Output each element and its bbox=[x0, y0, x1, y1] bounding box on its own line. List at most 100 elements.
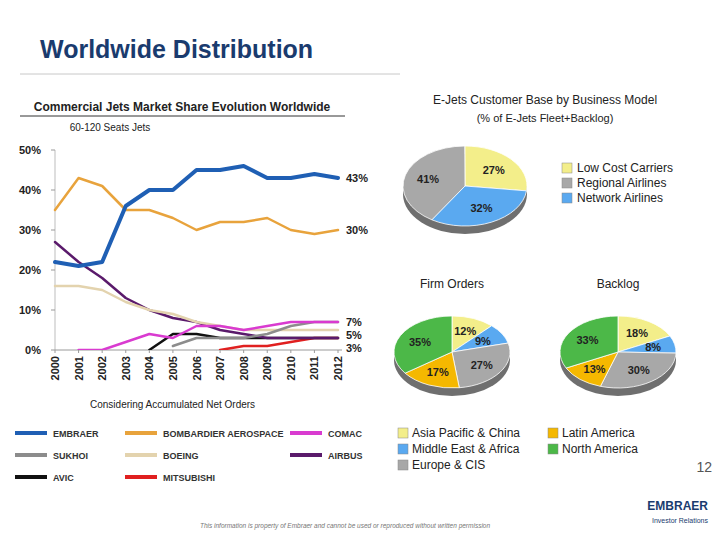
x-tick bbox=[243, 350, 244, 353]
legend-label: BOMBARDIER AEROSPACE bbox=[163, 429, 284, 439]
x-tick-label: 2000 bbox=[49, 356, 61, 380]
market-share-chart: Commercial Jets Market Share Evolution W… bbox=[15, 100, 368, 483]
legend-swatch bbox=[562, 193, 572, 203]
series-line bbox=[55, 166, 338, 266]
x-tick-label: 2004 bbox=[143, 355, 155, 380]
chart-subtitle: 60-120 Seats Jets bbox=[70, 122, 151, 133]
legend-swatch bbox=[125, 475, 157, 479]
pie-chart: 12%9%27%17%35%Firm OrdersAsia Pacific & … bbox=[394, 277, 638, 472]
pie-slice bbox=[560, 316, 618, 368]
data-label: 13% bbox=[584, 363, 606, 375]
y-tick-label: 0% bbox=[25, 344, 41, 356]
legend-label: COMAC bbox=[328, 429, 362, 439]
end-label: 5% bbox=[346, 329, 362, 341]
data-label: 41% bbox=[417, 173, 439, 185]
title-rule bbox=[20, 74, 400, 75]
brand: EMBRAER bbox=[647, 499, 708, 513]
x-tick bbox=[196, 350, 197, 353]
data-label: 30% bbox=[628, 364, 650, 376]
data-label: 18% bbox=[626, 327, 648, 339]
legend-swatch bbox=[15, 453, 47, 457]
legend-label: Network Airlines bbox=[577, 191, 663, 205]
pie-title: Firm Orders bbox=[420, 277, 484, 291]
end-label: 3% bbox=[346, 342, 362, 354]
legend-label: Middle East & Africa bbox=[412, 442, 520, 456]
pie-slice bbox=[452, 343, 510, 388]
legend-label: AIRBUS bbox=[328, 451, 363, 461]
legend-swatch bbox=[398, 444, 408, 454]
legend-swatch bbox=[15, 431, 47, 435]
legend-label: Latin America bbox=[562, 426, 635, 440]
data-label: 32% bbox=[470, 202, 492, 214]
legend-label: Low Cost Carriers bbox=[577, 161, 673, 175]
pie-slice bbox=[394, 316, 452, 373]
slide: Worldwide Distribution Commercial Jets Ma… bbox=[0, 0, 720, 540]
x-tick-label: 2009 bbox=[261, 356, 273, 380]
pie-slice bbox=[618, 336, 676, 353]
legend-swatch bbox=[398, 460, 408, 470]
x-tick bbox=[314, 350, 315, 353]
pie-chart: 27% 41% 32% E-Jets Customer Base by Busines… bbox=[403, 93, 673, 234]
x-tick-label: 2001 bbox=[73, 356, 85, 380]
y-tick bbox=[51, 270, 55, 271]
end-label: 7% bbox=[346, 316, 362, 328]
x-tick-label: 2011 bbox=[308, 356, 320, 380]
slide-title: Worldwide Distribution bbox=[40, 35, 313, 63]
chart-title-rule bbox=[20, 116, 345, 117]
y-tick bbox=[51, 310, 55, 311]
legend-swatch bbox=[290, 431, 322, 435]
legend-label: SUKHOI bbox=[53, 451, 88, 461]
pie-slice bbox=[432, 186, 527, 226]
x-tick bbox=[338, 350, 339, 353]
pie-chart: 18% 8% 30% 13% 33% Backlog bbox=[560, 277, 676, 396]
data-label: 27% bbox=[483, 164, 505, 176]
x-tick bbox=[125, 350, 126, 353]
y-tick bbox=[51, 150, 55, 151]
y-tick-label: 10% bbox=[19, 304, 41, 316]
x-tick bbox=[102, 350, 103, 353]
legend-swatch bbox=[15, 475, 47, 479]
series-line bbox=[55, 178, 338, 234]
page-number: 12 bbox=[696, 459, 712, 475]
data-label: 12% bbox=[454, 325, 476, 337]
legend-swatch bbox=[125, 453, 157, 457]
legend-label: Asia Pacific & China bbox=[412, 426, 520, 440]
legend-swatch bbox=[548, 444, 558, 454]
legend-label: AVIC bbox=[53, 473, 74, 483]
data-label: 17% bbox=[427, 366, 449, 378]
legend-label: North America bbox=[562, 442, 638, 456]
pie-subtitle: (% of E-Jets Fleet+Backlog) bbox=[477, 112, 614, 124]
y-tick-label: 50% bbox=[19, 144, 41, 156]
legend-label: BOEING bbox=[163, 451, 199, 461]
legend-swatch bbox=[548, 428, 558, 438]
y-axis bbox=[55, 150, 56, 350]
data-label: 33% bbox=[576, 334, 598, 346]
series-line bbox=[220, 338, 338, 350]
legend-swatch bbox=[562, 178, 572, 188]
end-label: 30% bbox=[346, 224, 368, 236]
series-line bbox=[55, 242, 338, 338]
series-lines bbox=[55, 166, 338, 350]
x-tick-label: 2002 bbox=[96, 356, 108, 380]
legend-label: EMBRAER bbox=[53, 429, 99, 439]
pie-title: E-Jets Customer Base by Business Model bbox=[433, 93, 657, 107]
chart-title: Commercial Jets Market Share Evolution W… bbox=[34, 100, 331, 114]
x-tick bbox=[290, 350, 291, 353]
pie-title: Backlog bbox=[597, 277, 640, 291]
data-label: 8% bbox=[645, 341, 661, 353]
x-tick bbox=[78, 350, 79, 353]
x-tick-label: 2010 bbox=[285, 356, 297, 380]
data-label: 35% bbox=[409, 336, 431, 348]
legend-swatch bbox=[398, 428, 408, 438]
legend-swatch bbox=[562, 163, 572, 173]
x-tick-label: 2007 bbox=[214, 356, 226, 380]
x-tick bbox=[172, 350, 173, 353]
x-tick-label: 2003 bbox=[120, 356, 132, 380]
disclaimer: This information is property of Embraer … bbox=[200, 522, 491, 530]
y-tick-label: 30% bbox=[19, 224, 41, 236]
y-tick bbox=[51, 350, 55, 351]
legend-swatch bbox=[290, 453, 322, 457]
end-label: 43% bbox=[346, 172, 368, 184]
legend-swatch bbox=[125, 431, 157, 435]
x-tick-label: 2005 bbox=[167, 356, 179, 380]
